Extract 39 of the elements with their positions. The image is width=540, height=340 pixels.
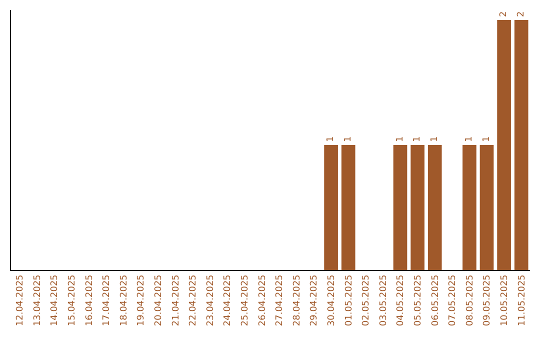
x-tick-label: 06.05.2025 (430, 274, 441, 326)
data-label: 1 (412, 136, 423, 142)
x-tick-label: 24.04.2025 (223, 274, 234, 326)
data-label: 1 (430, 136, 440, 142)
x-tick-label: 15.04.2025 (67, 274, 78, 326)
x-tick-label: 08.05.2025 (465, 274, 476, 326)
x-tick-label: 16.04.2025 (84, 274, 95, 326)
x-tick-label: 10.05.2025 (500, 274, 510, 326)
x-tick-label: 25.04.2025 (240, 274, 250, 326)
x-tick-label: 18.04.2025 (119, 274, 130, 326)
data-label: 2 (516, 11, 526, 17)
x-tick-label: 17.04.2025 (102, 274, 112, 326)
data-label: 1 (482, 136, 492, 142)
x-tick-label: 09.05.2025 (482, 274, 493, 326)
x-tick-label: 22.04.2025 (188, 274, 199, 326)
x-tick-label: 23.04.2025 (206, 274, 216, 326)
x-tick-label: 07.05.2025 (448, 274, 458, 326)
x-tick-label: 01.05.2025 (344, 274, 354, 326)
data-label: 2 (499, 11, 510, 17)
x-tick-label: 27.04.2025 (275, 274, 286, 326)
data-label: 1 (395, 136, 406, 142)
x-tick-label: 02.05.2025 (362, 274, 372, 326)
data-label: 1 (464, 136, 474, 142)
data-label: 1 (343, 136, 354, 142)
x-tick-label: 28.04.2025 (292, 274, 302, 326)
x-tick-label: 20.04.2025 (154, 274, 164, 326)
x-tick-label: 03.05.2025 (378, 274, 389, 326)
x-tick-label: 14.04.2025 (50, 274, 60, 326)
x-tick-label: 21.04.2025 (171, 274, 182, 326)
x-tick-label: 05.05.2025 (413, 274, 424, 326)
x-tick-label: 04.05.2025 (396, 274, 406, 326)
x-tick-label: 13.04.2025 (32, 274, 43, 326)
x-tick-label: 29.04.2025 (310, 274, 320, 326)
x-tick-label: 26.04.2025 (258, 274, 268, 326)
x-tick-label: 12.04.2025 (16, 274, 26, 326)
x-tick-label: 19.04.2025 (136, 274, 147, 326)
x-tick-label: 30.04.2025 (326, 274, 337, 326)
data-label: 1 (326, 136, 336, 142)
x-tick-label: 11.05.2025 (517, 274, 528, 326)
